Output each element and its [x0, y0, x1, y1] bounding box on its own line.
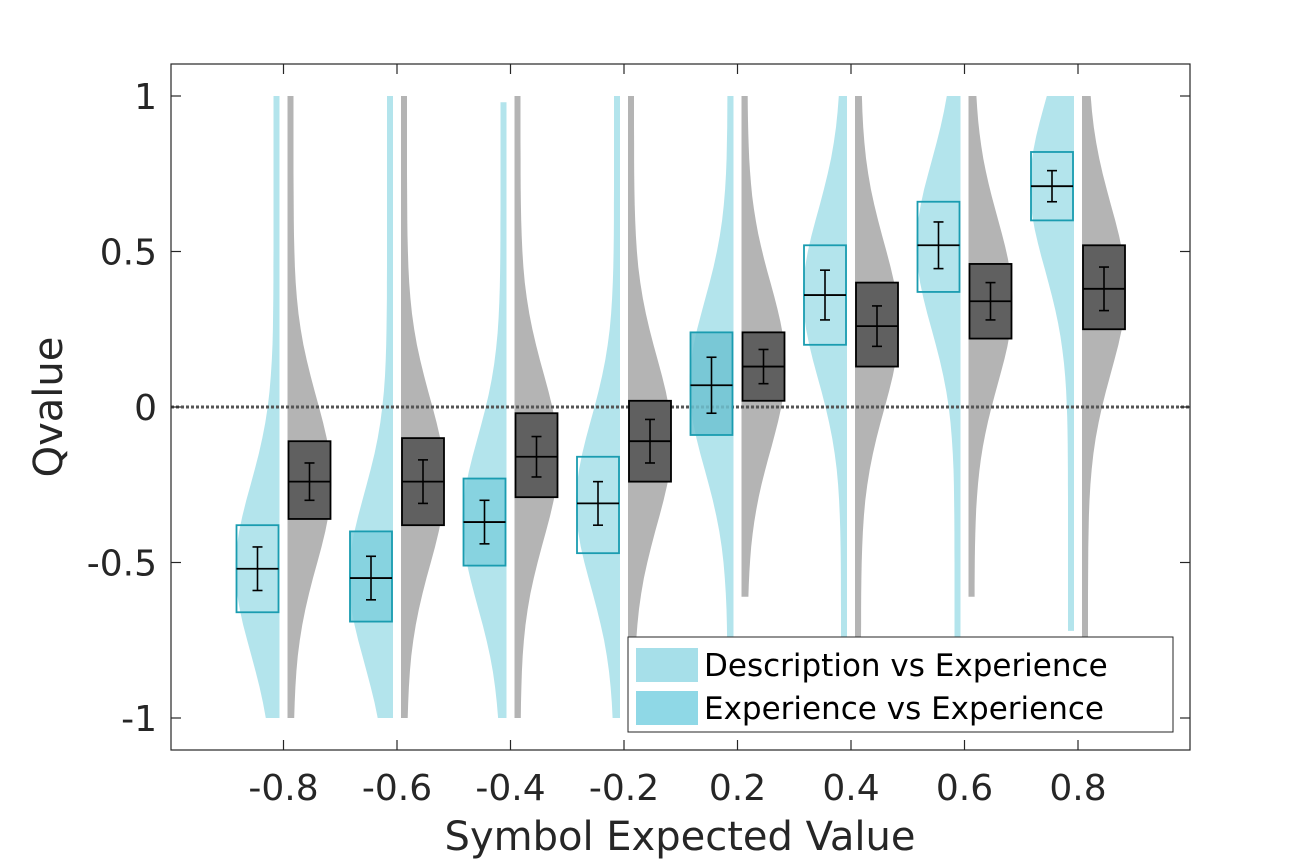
violin-experience-0.6 [968, 96, 1013, 597]
y-tick-label--1: -1 [121, 699, 157, 740]
x-tick-label--0.4: -0.4 [475, 768, 545, 809]
x-tick-label--0.2: -0.2 [589, 768, 659, 809]
violin-description-0.6 [916, 96, 961, 718]
legend-swatch-description [636, 648, 698, 682]
x-tick-label-0.2: 0.2 [709, 768, 766, 809]
x-tick-label-0.4: 0.4 [822, 768, 879, 809]
legend-swatch-experience [636, 691, 698, 725]
y-tick-label-0.5: 0.5 [100, 233, 157, 274]
violin-description-0.4 [803, 96, 847, 718]
y-tick-label-0: 0 [134, 388, 157, 429]
x-axis-title: Symbol Expected Value [445, 814, 916, 860]
x-tick-label--0.8: -0.8 [248, 768, 318, 809]
violin-experience--0.8 [287, 96, 332, 718]
box-description--0.2 [576, 455, 620, 555]
violin-description--0.8 [235, 96, 280, 718]
legend-box [627, 636, 1174, 733]
y-tick-label-1: 1 [134, 77, 157, 118]
box-description-0.6 [916, 200, 961, 293]
x-tick-label--0.6: -0.6 [362, 768, 432, 809]
y-tick-label--0.5: -0.5 [87, 544, 157, 585]
legend-label-description: Description vs Experience [704, 648, 1108, 684]
violin-description-0.8 [1030, 96, 1074, 631]
x-tick-label-0.8: 0.8 [1049, 768, 1106, 809]
x-tick-label-0.6: 0.6 [936, 768, 993, 809]
plot-area [171, 64, 1190, 750]
y-axis-title: Qvalue [26, 337, 72, 478]
legend: Description vs Experience Experience vs … [627, 636, 1174, 733]
legend-label-experience: Experience vs Experience [704, 691, 1104, 727]
